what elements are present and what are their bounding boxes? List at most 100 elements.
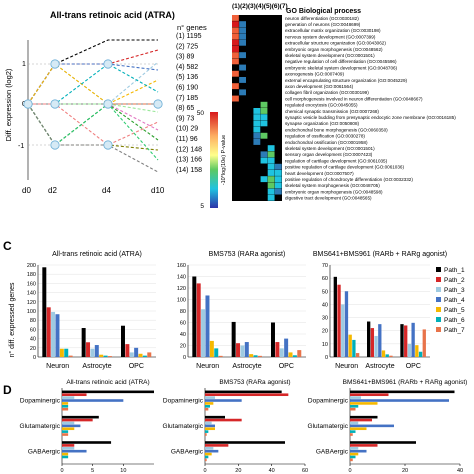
legend-label: Path_1: [444, 267, 465, 274]
bar: [270, 322, 275, 357]
go-term: extracellular matrix organization (GO:00…: [285, 28, 381, 33]
bar: [284, 338, 289, 357]
bar: [62, 407, 69, 411]
bar: [147, 352, 152, 357]
heatmap-cell: [253, 114, 261, 121]
category-label: OPC: [406, 363, 421, 370]
legend-swatch: [436, 287, 441, 292]
heatmap-cell: [267, 176, 275, 183]
bar: [341, 304, 345, 357]
x-tick-label: 40: [457, 468, 463, 474]
y-tick-label: 100: [27, 309, 36, 315]
bar: [51, 311, 56, 357]
bar: [350, 399, 449, 402]
heatmap-cell: [260, 157, 268, 164]
bar: [381, 350, 386, 357]
y-tick-label: 160: [27, 281, 36, 287]
bar: [205, 455, 209, 459]
chart-title: BMS753 (RARa agonist): [209, 251, 286, 258]
heatmap-cell: [232, 95, 239, 102]
panel-a-title: All-trans retinoic acid (ATRA): [50, 10, 175, 20]
path-labels: (1) 1195 (2) 725 (3) 89 (4) 582 (5) 136 (6) 1…: [176, 33, 202, 174]
path-line: [27, 63, 159, 105]
bar: [350, 427, 367, 431]
bar: [90, 348, 95, 357]
go-term: neuron differentiation (GO:0030182): [285, 16, 359, 21]
chart-title: BMS641+BMS961 (RARb + RARg agonist): [313, 251, 447, 258]
go-term: sensory organ development (GO:0007423): [285, 152, 373, 157]
path-label: (7) 185: [176, 95, 198, 102]
path-label: (12) 148: [176, 146, 202, 153]
path-node: [50, 140, 60, 150]
heatmap-cell: [239, 33, 246, 40]
bar: [62, 402, 69, 405]
bar: [244, 342, 249, 357]
x-tick-label: 5: [91, 468, 94, 474]
category-label: Astrocyte: [82, 363, 111, 370]
bar: [275, 342, 280, 357]
bar: [350, 415, 378, 419]
legend-label: Path_5: [444, 307, 465, 314]
y-tick-label: 20: [322, 329, 328, 335]
y-tick-label: 140: [27, 291, 36, 297]
heatmap-cell: [239, 27, 246, 34]
bar: [350, 405, 359, 408]
heatmap-cell: [267, 157, 275, 164]
category-label: Glutamatergic: [308, 423, 349, 430]
y-tick-label: 0: [33, 355, 36, 361]
heatmap-cell: [232, 27, 239, 34]
bar: [344, 291, 349, 357]
heatmap-cells: [232, 15, 282, 201]
bar: [350, 421, 359, 425]
bar: [192, 276, 197, 357]
x-tick-d10: d10: [151, 186, 165, 195]
colorbar-tick-5: 5: [200, 203, 204, 210]
path-label: (6) 190: [176, 85, 198, 92]
path-label: (2) 725: [176, 43, 198, 50]
bar: [62, 424, 81, 428]
go-term: digestive tract development (GO:0048565): [285, 196, 372, 201]
bar: [46, 307, 51, 357]
panel-c-bar-charts: All-trans retinoic acid (ATRA) 0 20 40 60 80 1…: [27, 251, 465, 370]
y-tick-label: 40: [30, 337, 36, 343]
colorbar-label: -10*log(10e) P-value: [221, 135, 227, 185]
genes-header: n° genes: [177, 23, 207, 32]
y-tick-1: 1: [22, 61, 26, 68]
category-label: Dopaminergic: [20, 398, 61, 405]
y-tick-label: 20: [30, 346, 36, 352]
bar: [205, 441, 285, 444]
path-line: [27, 63, 159, 105]
legend-swatch: [436, 317, 441, 322]
bar: [201, 309, 206, 357]
bar: [62, 421, 75, 425]
bar: [337, 284, 341, 357]
bar: [350, 446, 359, 450]
path-line: [27, 49, 159, 105]
bar: [350, 418, 372, 422]
bar: [404, 325, 408, 357]
bar: [407, 343, 412, 357]
path-label: (14) 158: [176, 167, 202, 174]
heatmap-cell: [253, 108, 261, 114]
legend-label: Path_2: [444, 277, 465, 284]
bar: [350, 396, 361, 399]
go-term: extracellular structure organization (GO…: [285, 41, 386, 46]
bar: [350, 444, 378, 447]
heatmap-cell: [239, 21, 246, 28]
go-term: skeletal system development (GO:0001501): [285, 146, 375, 151]
y-tick-label: 80: [180, 309, 186, 315]
y-tick-label: 10: [322, 342, 328, 348]
heatmap-cell: [232, 52, 239, 59]
bar: [205, 446, 214, 450]
bar: [42, 267, 47, 357]
heatmap-cell: [239, 39, 246, 46]
colorbar-tick-50: 50: [197, 110, 205, 117]
bar: [352, 339, 356, 357]
y-tick-label: 200: [27, 263, 36, 269]
bar: [279, 348, 284, 357]
bar: [350, 452, 359, 456]
chart-title: BMS753 (RARa agonist): [219, 379, 290, 386]
y-tick-label: 30: [322, 316, 328, 322]
bar: [350, 455, 356, 459]
path-label: (13) 166: [176, 157, 202, 164]
